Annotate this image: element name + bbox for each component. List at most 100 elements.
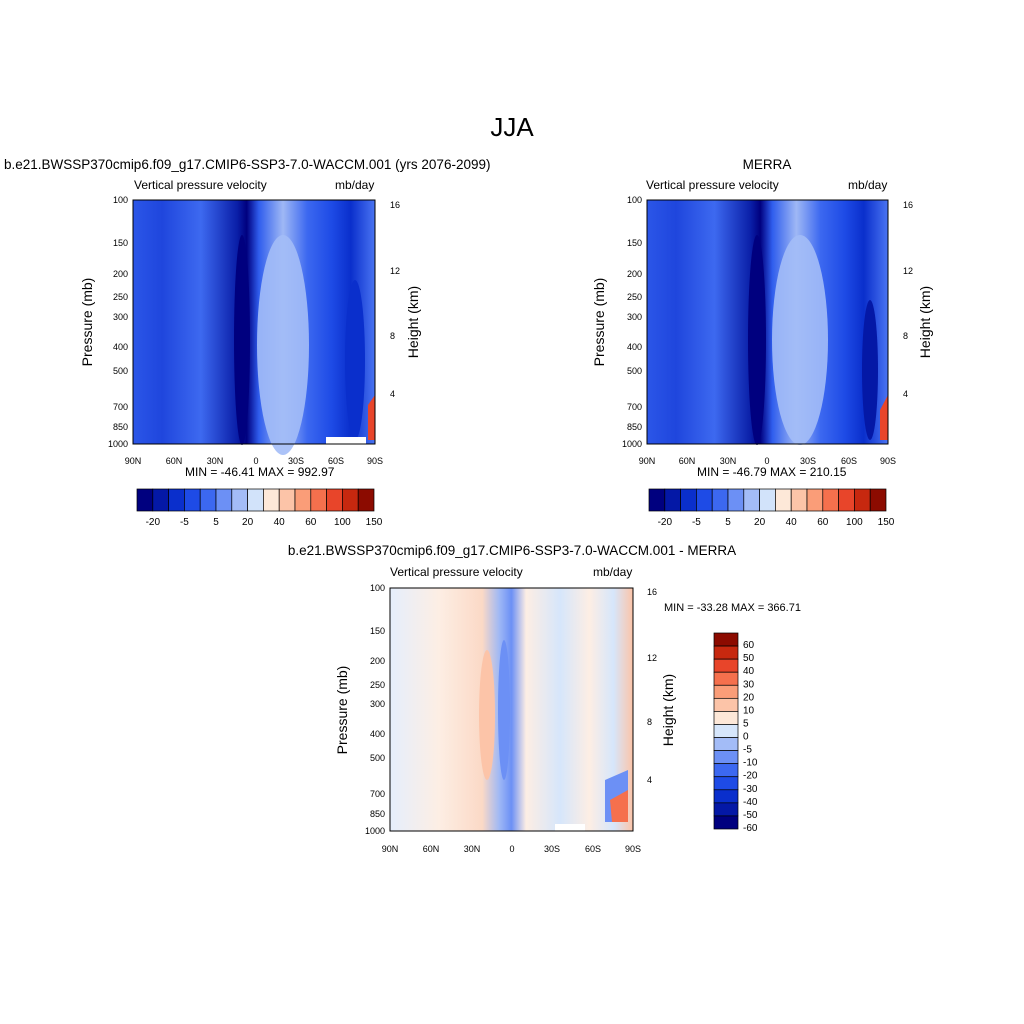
p1-ytick-250: 250 (113, 292, 128, 302)
svg-text:300: 300 (370, 699, 385, 709)
p1-rtick-8: 8 (390, 331, 395, 341)
colorbar-label: 150 (366, 517, 383, 528)
colorbar-label: 20 (242, 517, 254, 528)
panel3-axes: 100 150 200 250 300 400 500 700 850 1000… (365, 583, 657, 854)
svg-text:200: 200 (370, 656, 385, 666)
panel3-stats: MIN = -33.28 MAX = 366.71 (664, 602, 801, 614)
svg-text:1000: 1000 (365, 826, 385, 836)
colorbar-label: -10 (743, 758, 758, 769)
colorbar-label: 60 (305, 517, 317, 528)
svg-text:60N: 60N (679, 456, 696, 466)
p1-rtick-4: 4 (390, 389, 395, 399)
colorbar-swatch (294, 488, 312, 512)
svg-text:30N: 30N (720, 456, 737, 466)
colorbar-swatch (822, 488, 839, 512)
colorbar-swatch (247, 488, 264, 512)
p1-ytick-300: 300 (113, 312, 128, 322)
svg-text:200: 200 (627, 269, 642, 279)
svg-text:250: 250 (370, 680, 385, 690)
colorbar-swatch (310, 488, 327, 512)
colorbar-swatch (278, 488, 296, 512)
colorbar-label: 100 (334, 517, 351, 528)
panel2-axes: 100 150 200 250 300 400 500 700 850 1000… (622, 195, 913, 466)
panel2-stats: MIN = -46.79 MAX = 210.15 (697, 465, 847, 479)
colorbar-swatch (838, 488, 855, 512)
svg-text:0: 0 (764, 456, 769, 466)
colorbar-swatch (713, 697, 739, 712)
colorbar-label: 60 (817, 517, 829, 528)
panel1-axes: 100 150 200 250 300 400 500 700 850 1000… (108, 195, 400, 466)
p1-xtick-0: 0 (253, 456, 258, 466)
colorbar-label: -40 (743, 797, 758, 808)
colorbar-swatch (869, 488, 887, 512)
colorbar-label: 30 (743, 679, 755, 690)
p1-ytick-400: 400 (113, 342, 128, 352)
colorbar-swatch (713, 684, 739, 699)
colorbar-label: 50 (743, 653, 755, 664)
colorbar-swatch (664, 488, 681, 512)
colorbar-label: -5 (692, 517, 701, 528)
colorbar-swatch (713, 763, 739, 778)
svg-text:4: 4 (647, 775, 652, 785)
colorbar-swatch (713, 737, 739, 751)
p1-ytick-100: 100 (113, 195, 128, 205)
svg-text:30S: 30S (544, 844, 560, 854)
figure-title: JJA (490, 112, 534, 142)
p1-xtick-90N: 90N (125, 456, 142, 466)
colorbar-swatch (184, 488, 201, 512)
colorbar-swatch (199, 488, 217, 512)
svg-text:90N: 90N (639, 456, 656, 466)
colorbar-swatch (152, 488, 169, 512)
svg-text:400: 400 (370, 729, 385, 739)
svg-text:60N: 60N (423, 844, 440, 854)
colorbar-swatch (696, 488, 713, 512)
colorbar-swatch (231, 488, 248, 512)
panel3-plot (389, 587, 634, 832)
colorbar-swatch (759, 488, 776, 512)
svg-text:300: 300 (627, 312, 642, 322)
colorbar-label: -50 (743, 810, 758, 821)
colorbar-swatch (342, 488, 359, 512)
p1-xtick-60N: 60N (166, 456, 183, 466)
colorbar-label: 5 (213, 517, 219, 528)
colorbar-swatch (727, 488, 745, 512)
panel3-subtitle-left: Vertical pressure velocity (390, 565, 523, 579)
svg-text:8: 8 (647, 717, 652, 727)
svg-text:8: 8 (903, 331, 908, 341)
p1-ytick-850: 850 (113, 422, 128, 432)
colorbar-swatch (326, 488, 343, 512)
panel2-title: MERRA (742, 157, 792, 172)
colorbar-label: 20 (754, 517, 766, 528)
svg-text:90S: 90S (625, 844, 641, 854)
svg-text:4: 4 (903, 389, 908, 399)
panel1-title: b.e21.BWSSP370cmip6.f09_g17.CMIP6-SSP3-7… (4, 157, 491, 172)
colorbar-label: -5 (180, 517, 189, 528)
panel3-title: b.e21.BWSSP370cmip6.f09_g17.CMIP6-SSP3-7… (287, 543, 737, 558)
svg-text:100: 100 (370, 583, 385, 593)
svg-text:90S: 90S (880, 456, 896, 466)
colorbar-swatch (713, 632, 739, 647)
p1-xtick-30S: 30S (288, 456, 304, 466)
colorbar-swatch (168, 488, 185, 512)
colorbar-label: 5 (725, 517, 731, 528)
colorbar-label: 60 (743, 640, 755, 651)
p1-xtick-90S: 90S (367, 456, 383, 466)
colorbar-swatch (648, 488, 666, 512)
p1-ytick-1000: 1000 (108, 439, 128, 449)
colorbar-swatch (854, 488, 871, 512)
svg-text:60S: 60S (585, 844, 601, 854)
colorbar-label: -30 (743, 784, 758, 795)
colorbar-label: -60 (743, 823, 758, 834)
colorbar-swatch (775, 488, 792, 512)
svg-text:150: 150 (627, 238, 642, 248)
panel1-ylabel: Pressure (mb) (79, 278, 95, 367)
svg-text:400: 400 (627, 342, 642, 352)
panel2-units: mb/day (848, 178, 888, 192)
colorbar-swatch (713, 815, 739, 830)
svg-text:0: 0 (509, 844, 514, 854)
svg-text:16: 16 (903, 200, 913, 210)
colorbar-label: -5 (743, 745, 752, 756)
colorbar-swatch (215, 488, 233, 512)
colorbar-label: 100 (846, 517, 863, 528)
